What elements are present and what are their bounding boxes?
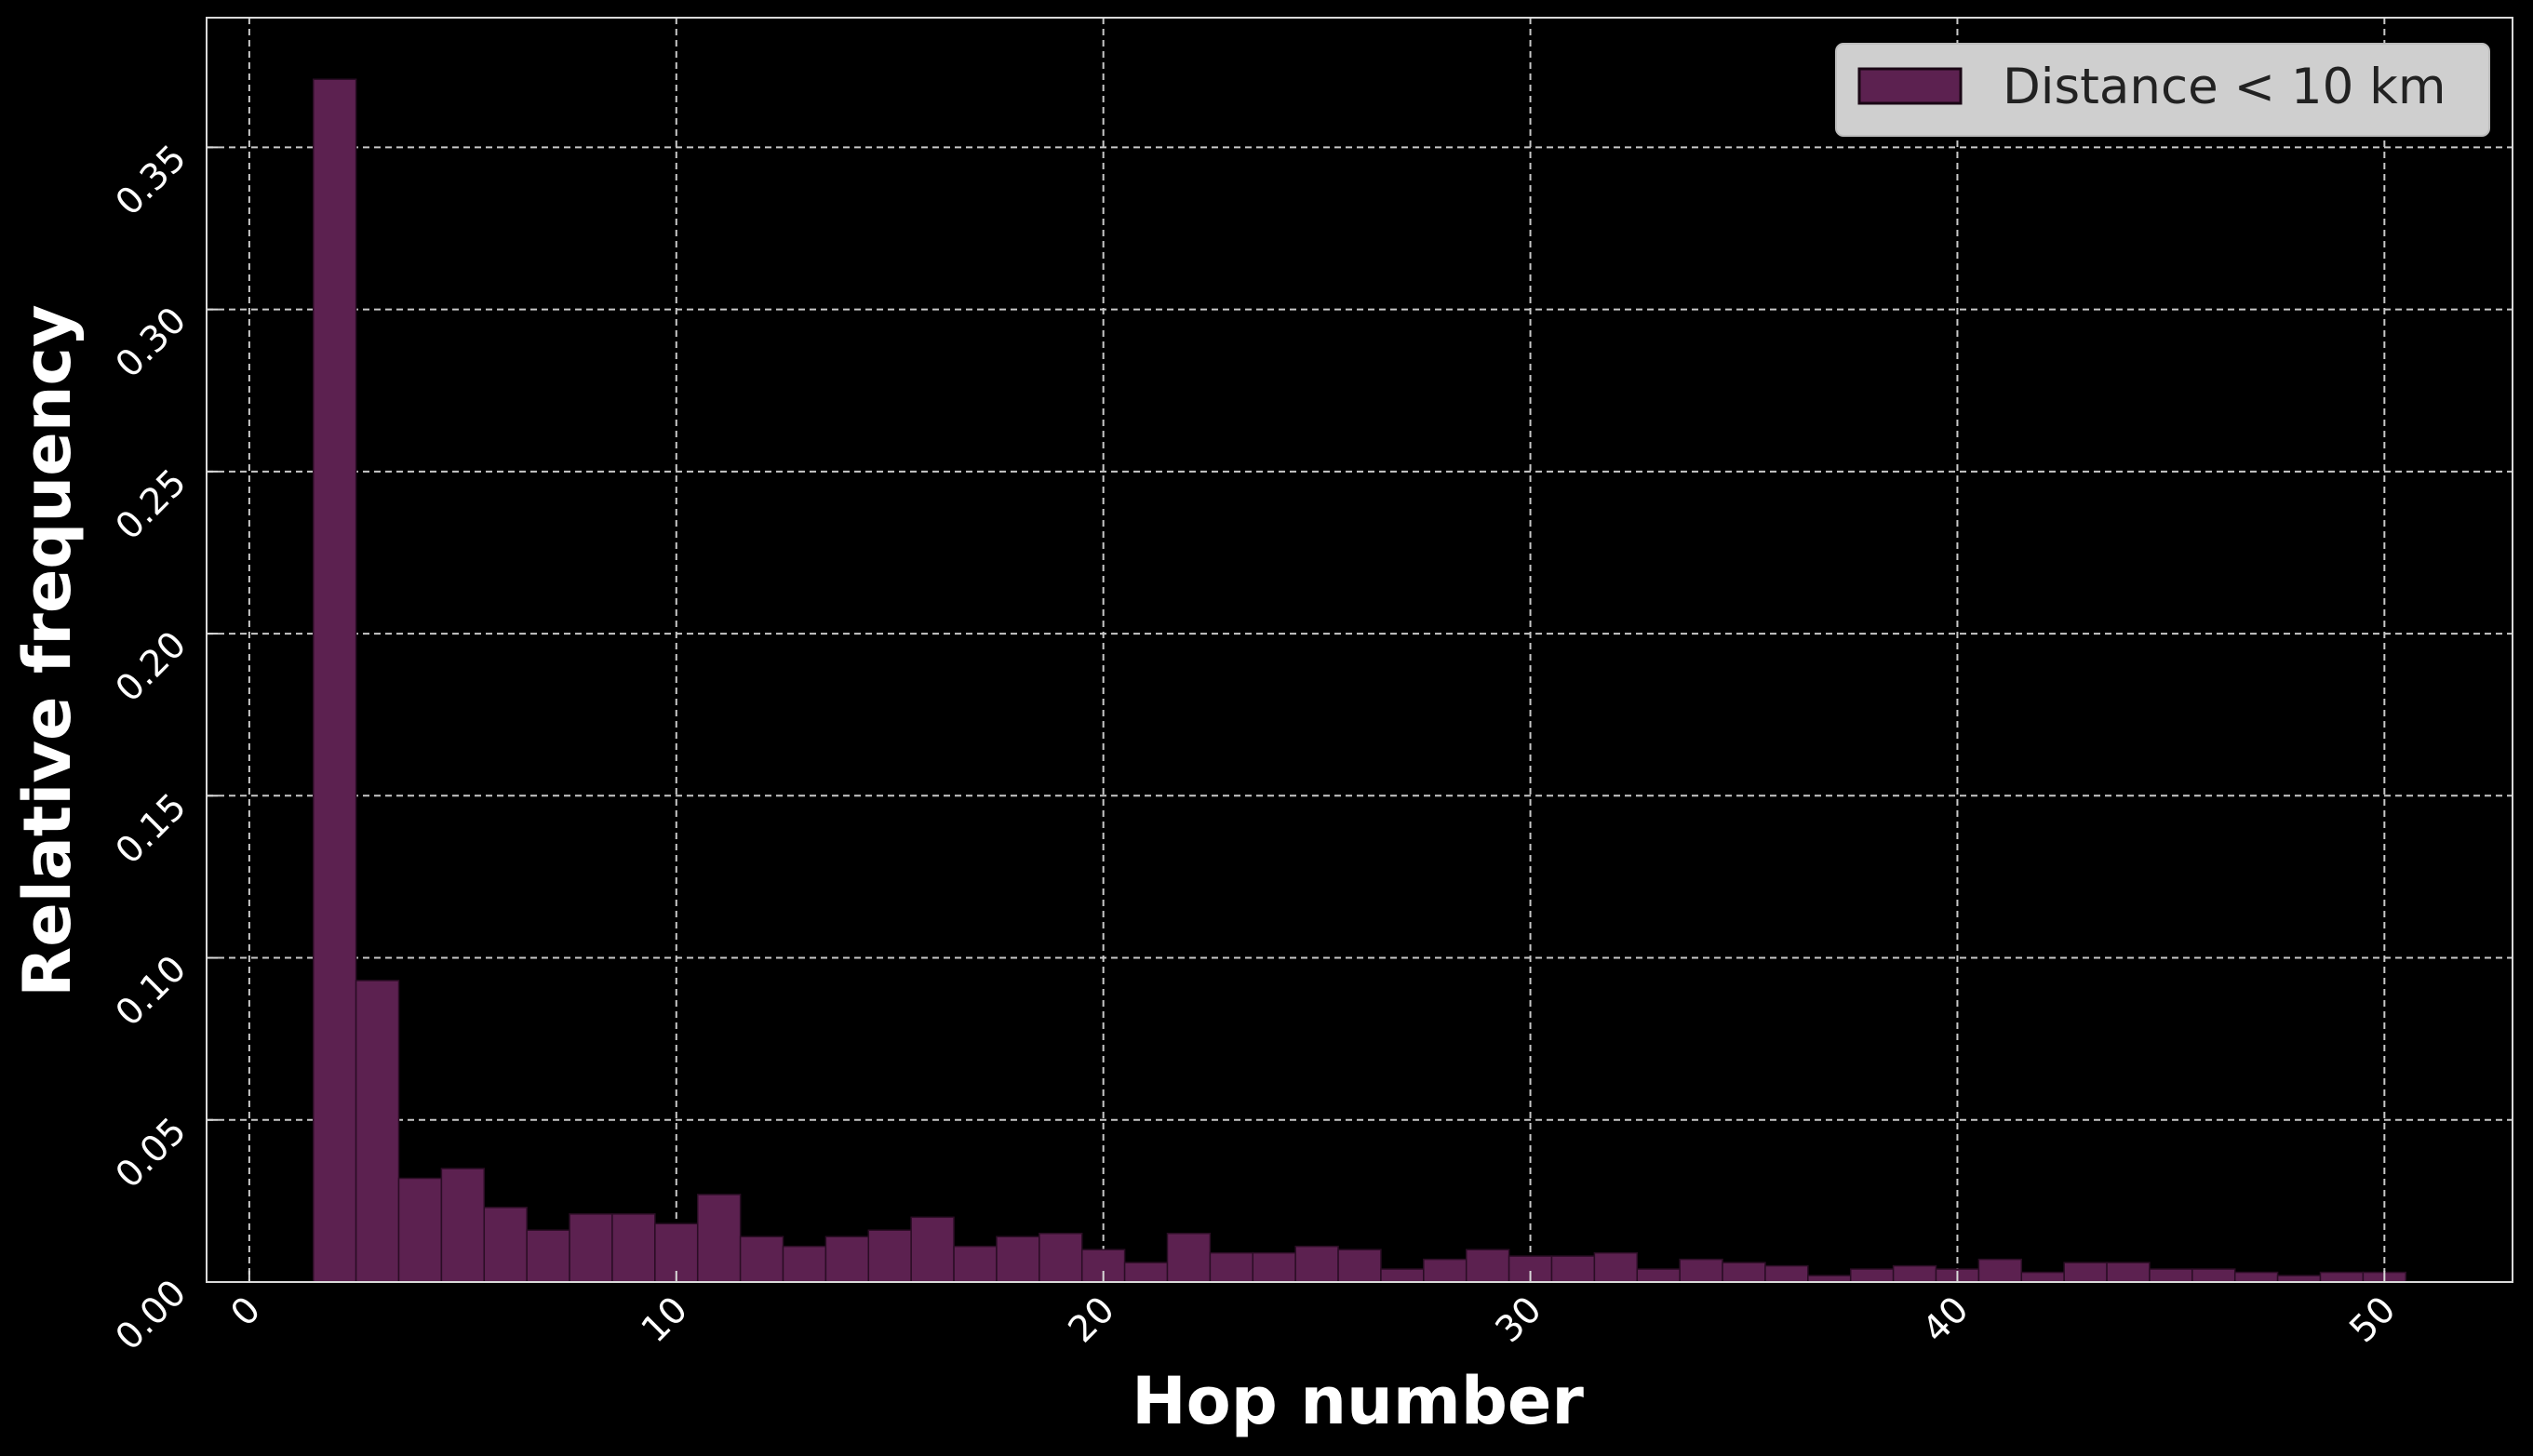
histogram-bar [1550,1255,1596,1283]
histogram-bar [1977,1258,2023,1283]
histogram-bar [440,1168,486,1283]
histogram-bar [1294,1245,1339,1283]
histogram-bar [1380,1268,1425,1283]
legend-swatch [1857,67,1963,105]
histogram-bar [1722,1262,1766,1283]
histogram-bar [910,1216,955,1283]
histogram-bar [2020,1271,2065,1283]
histogram-bar [1849,1268,1895,1283]
histogram-bar [1465,1249,1510,1283]
histogram-bar [1039,1232,1083,1283]
histogram-bar [2191,1268,2236,1283]
histogram-bar [355,980,400,1283]
histogram-bar [2149,1268,2193,1283]
legend-box [1835,43,2490,137]
histogram-bar [953,1245,998,1283]
histogram-bar [782,1245,827,1283]
histogram-bar [1252,1251,1296,1283]
histogram-bar [1337,1249,1382,1283]
histogram-bar [824,1236,870,1283]
histogram-bar [1892,1264,1937,1283]
histogram-bar [483,1207,528,1283]
plot-frame [206,17,2513,1283]
histogram-bar [1679,1258,1723,1283]
histogram-bar [1209,1251,1254,1283]
histogram-bar [1166,1232,1212,1283]
histogram-bar [1636,1268,1681,1283]
histogram-bar [2063,1262,2108,1283]
histogram-bar [2276,1275,2322,1283]
histogram-bar [2319,1271,2365,1283]
legend-label: Distance < 10 km [2003,59,2446,115]
grid-lines [207,18,2513,1282]
y-axis-title: Relative frequency [9,304,86,996]
histogram-bar [1123,1262,1169,1283]
legend: Distance < 10 km [1835,43,2490,137]
histogram-bars [312,78,2407,1283]
x-axis-title: Hop number [1132,1363,1584,1439]
histogram-bar [569,1213,613,1283]
histogram-bar [312,78,357,1283]
histogram-bar [2106,1262,2151,1283]
histogram-bar [526,1229,570,1283]
histogram-bar [696,1194,742,1283]
histogram-bar [1423,1258,1468,1283]
histogram-bar [611,1213,656,1283]
histogram-bar [739,1236,784,1283]
histogram-bar [397,1177,443,1283]
histogram-bar [1593,1251,1639,1283]
histogram-bar [996,1236,1040,1283]
histogram-bar [867,1229,912,1283]
histogram-bar [1764,1264,1809,1283]
histogram-bar [2233,1271,2279,1283]
histogram-bar [1807,1275,1852,1283]
